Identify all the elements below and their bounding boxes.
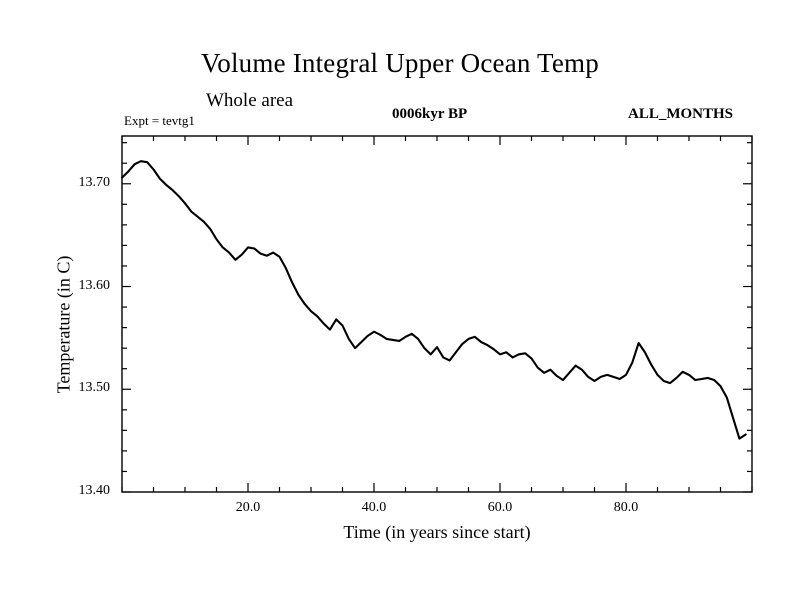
- experiment-label: Expt = tevtg1: [124, 113, 195, 128]
- x-tick-label: 40.0: [361, 500, 387, 515]
- plot-frame: [121, 135, 753, 493]
- y-tick-label: 13.60: [78, 277, 111, 293]
- subtitle-area: Whole area: [206, 90, 294, 111]
- x-tick-label: 60.0: [487, 500, 513, 515]
- y-tick-label: 13.50: [78, 380, 111, 396]
- y-tick-label: 13.40: [78, 483, 111, 498]
- page-title: Volume Integral Upper Ocean Temp: [201, 48, 599, 78]
- axes-frame: [121, 135, 753, 493]
- y-tick-label: 13.70: [78, 174, 111, 190]
- x-tick-label: 20.0: [235, 500, 261, 515]
- x-tick-label: 80.0: [613, 500, 639, 515]
- axis-ticks: [121, 136, 753, 493]
- y-axis-title: Temperature (in C): [53, 255, 74, 394]
- x-axis-title: Time (in years since start): [343, 522, 531, 542]
- subtitle-period: 0006kyr BP: [392, 106, 468, 122]
- subtitle-months: ALL_MONTHS: [628, 106, 734, 122]
- data-series-line: [120, 160, 747, 440]
